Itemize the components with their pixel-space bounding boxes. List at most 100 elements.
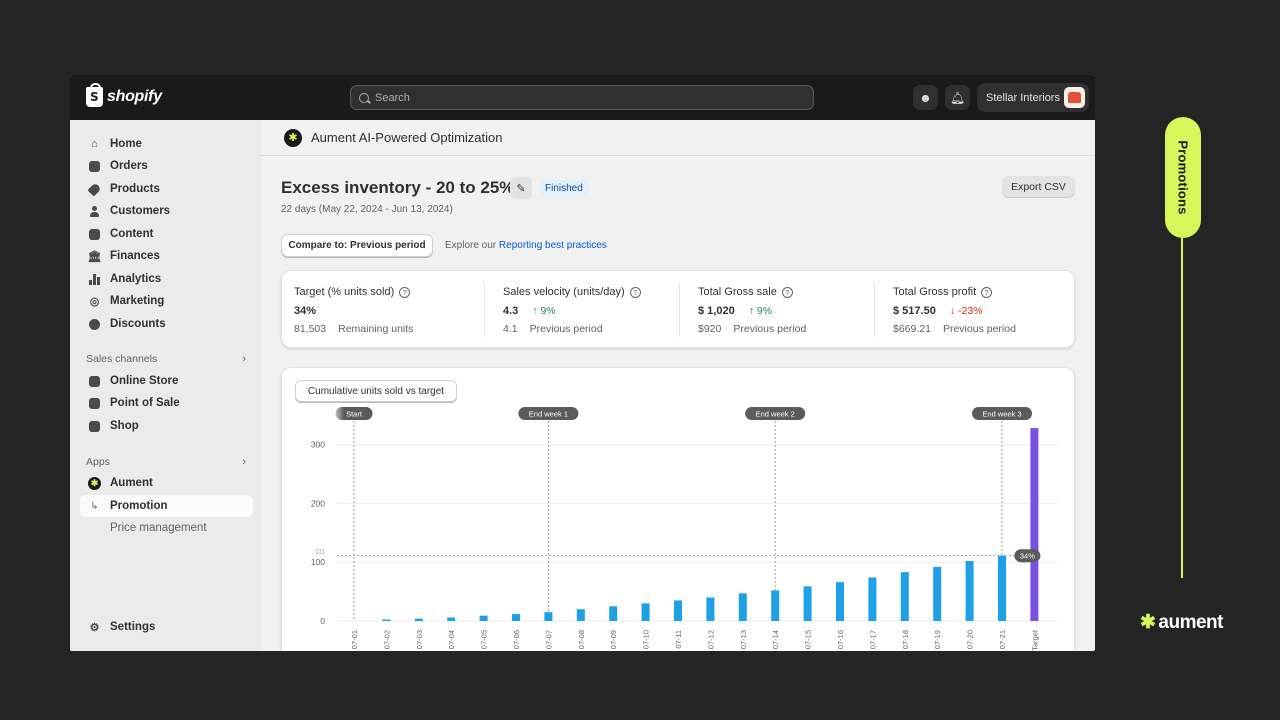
sidebar-item-settings[interactable]: ⚙ Settings [80,616,253,638]
main-content: ✱ Aument AI-Powered Optimization Excess … [261,120,1095,651]
chevron-right-icon: › [242,353,246,365]
section-label: Sales channels [86,353,158,365]
search-input[interactable] [375,91,775,104]
kpi-value: 4.3 [503,305,519,317]
sidebar-item-home[interactable]: ⌂ Home [80,133,253,155]
bar [803,586,812,621]
sidebar-item-label: Settings [110,621,156,633]
marker-label: End week 2 [756,410,795,419]
sidebar-item-label: Orders [110,160,148,172]
sidebar-item-promotion[interactable]: ↳ Promotion [80,495,253,517]
sidebar-item-finances[interactable]: 🏛︎ Finances [80,245,253,267]
notifications-button[interactable]: 🔔︎ [945,85,970,110]
edit-button[interactable]: ✎ [510,177,532,199]
x-tick-label: 07-11 [674,630,683,649]
help-icon[interactable]: ? [629,286,641,298]
x-tick-label: 07-06 [512,630,521,649]
bar [738,593,747,621]
store-menu-button[interactable]: Stellar Interiors [977,83,1089,112]
sidebar-item-price-management[interactable]: Price management [80,517,253,539]
x-tick-label: 07-09 [609,630,618,649]
bar [576,609,585,621]
kpi-label-wrap: Total Gross profit? [893,286,993,298]
explore-text: Explore our Reporting best practices [445,240,607,251]
reporting-link[interactable]: Reporting best practices [498,240,607,251]
bar [382,619,391,621]
chair-icon [1064,87,1085,108]
apps-header[interactable]: Apps › [86,456,246,468]
kpi-change: ↑ 9% [532,305,555,317]
sidebar-item-label: Shop [110,420,139,432]
export-csv-button[interactable]: Export CSV [1002,176,1075,198]
sidebar-item-analytics[interactable]: Analytics [80,268,253,290]
tag-icon [87,181,102,197]
sidebar-item-label: Discounts [110,318,166,330]
discount-icon [88,318,101,330]
x-tick-label: 07-07 [544,630,553,649]
bar [609,606,618,621]
bar [674,600,682,621]
x-tick-label: 07-18 [901,630,910,649]
chart-title-button[interactable]: Cumulative units sold vs target [295,380,457,402]
sidebar-item-marketing[interactable]: ◎ Marketing [80,290,253,312]
bar [706,597,715,621]
sidebar-item-online-store[interactable]: Online Store [80,370,253,392]
kpi-change-value: -23% [958,305,983,317]
search-icon [359,92,369,103]
marker-label: End week 3 [982,410,1021,419]
search-bar[interactable] [350,85,814,110]
kpi-value-wrap: 4.3 ↑ 9% [503,305,556,317]
bar [998,555,1006,621]
sidebar-item-customers[interactable]: Customers [80,200,253,222]
section-label: Apps [86,456,110,468]
marker-label: Start [346,410,363,419]
kpi-value-wrap: $ 517.50 ↓ -23% [893,305,983,317]
sidebar-item-content[interactable]: Content [80,223,253,245]
sidebar-item-discounts[interactable]: Discounts [80,313,253,335]
sidebar-item-label: Marketing [110,295,165,307]
x-tick-label: 07-19 [933,630,942,649]
kpi-value-wrap: 34% [294,305,316,317]
sidebar-item-orders[interactable]: Orders [80,155,253,177]
marker-pill [518,407,579,420]
explore-prefix: Explore our [445,240,497,251]
sidebar-item-products[interactable]: Products [80,178,253,200]
sidebar-item-label: Analytics [110,273,162,285]
sub-item-connector-icon: ↳ [90,500,99,512]
sidebar-item-point-of-sale[interactable]: Point of Sale [80,392,253,414]
target-percent-pill [1014,549,1041,563]
person-icon [88,205,101,217]
marker-label: End week 1 [529,410,568,419]
help-icon[interactable]: ? [981,286,993,298]
kpi-prev-wrap: $920 Previous period [698,323,806,335]
kpi-prev-wrap: 4.1 Previous period [503,323,603,335]
kpi-change-value: 9% [756,305,773,317]
sidebar-item-label: Aument [110,477,153,489]
bar [900,572,909,621]
shop-icon [88,420,101,432]
sales-channels-header[interactable]: Sales channels › [86,353,246,365]
bar [933,566,942,621]
sidebar: ⌂ Home Orders Products Customers Content… [70,120,261,651]
kpi-prev-wrap: $669.21 Previous period [893,323,1016,335]
spacer [88,522,101,534]
bar [447,617,456,621]
divider [874,283,875,337]
kpi-change: ↑ 9% [749,305,772,317]
sidekick-button[interactable]: ☻ [913,85,938,110]
target-icon: ◎ [89,295,100,308]
kpi-prev-value: $669.21 [893,323,931,335]
kpi-prev-label: Previous period [529,323,603,335]
help-icon[interactable]: ? [781,286,793,298]
bar [836,582,844,621]
x-tick-label: 07-21 [998,630,1007,649]
x-tick-label: 07-10 [642,630,651,649]
kpi-label: Total Gross sale [698,286,777,298]
x-tick-label: 07-03 [415,630,424,649]
shopify-logo[interactable]: shopify [86,83,162,107]
sidebar-item-shop[interactable]: Shop [80,415,253,437]
help-icon[interactable]: ? [399,286,411,298]
sidebar-item-aument[interactable]: ✱ Aument [80,472,253,494]
x-tick-label: 07-16 [836,630,845,649]
compare-button[interactable]: Compare to: Previous period [281,234,433,257]
